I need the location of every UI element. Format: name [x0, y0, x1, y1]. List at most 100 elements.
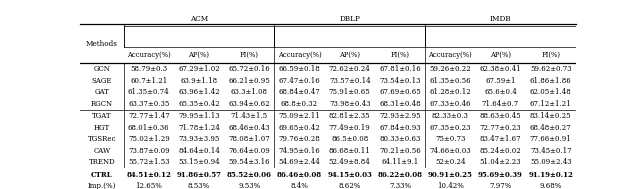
Text: 91.19±0.12: 91.19±0.12 [528, 171, 573, 179]
Text: 82.81±2.35: 82.81±2.35 [329, 112, 371, 120]
Text: 75.02±1.29: 75.02±1.29 [128, 135, 170, 143]
Text: 84.64±0.14: 84.64±0.14 [178, 147, 220, 155]
Text: 75.91±0.65: 75.91±0.65 [329, 88, 371, 96]
Text: 70.21±0.56: 70.21±0.56 [379, 147, 421, 155]
Text: 7.33%: 7.33% [389, 182, 411, 189]
Text: CAW: CAW [93, 147, 111, 155]
Text: 72.62±0.24: 72.62±0.24 [329, 65, 371, 73]
Text: 80.33±0.63: 80.33±0.63 [380, 135, 420, 143]
Text: 71.43±1.5: 71.43±1.5 [230, 112, 268, 120]
Text: 59.26±0.22: 59.26±0.22 [429, 65, 471, 73]
Text: 88.63±0.45: 88.63±0.45 [479, 112, 522, 120]
Text: 63.9±1.18: 63.9±1.18 [180, 77, 218, 85]
Text: 53.15±0.94: 53.15±0.94 [178, 158, 220, 166]
Text: 71.78±1.24: 71.78±1.24 [178, 124, 220, 132]
Text: 7.97%: 7.97% [490, 182, 511, 189]
Text: 68.31±0.48: 68.31±0.48 [379, 100, 421, 108]
Text: 60.7±1.21: 60.7±1.21 [130, 77, 168, 85]
Text: 61.35±0.74: 61.35±0.74 [128, 88, 170, 96]
Text: 8.4%: 8.4% [291, 182, 308, 189]
Text: CTRL: CTRL [91, 171, 113, 179]
Text: 10.42%: 10.42% [437, 182, 463, 189]
Text: 55.72±1.53: 55.72±1.53 [128, 158, 170, 166]
Text: Accuracy(%): Accuracy(%) [278, 51, 321, 59]
Text: 72.77±0.23: 72.77±0.23 [479, 124, 522, 132]
Text: 67.84±0.93: 67.84±0.93 [379, 124, 421, 132]
Text: 73.87±0.09: 73.87±0.09 [128, 147, 170, 155]
Text: Accuracy(%): Accuracy(%) [127, 51, 171, 59]
Text: 83.14±0.25: 83.14±0.25 [530, 112, 572, 120]
Text: 66.59±0.18: 66.59±0.18 [278, 65, 321, 73]
Text: Imp.(%): Imp.(%) [88, 182, 116, 189]
Text: 59.54±3.16: 59.54±3.16 [228, 158, 270, 166]
Text: 86.22±0.08: 86.22±0.08 [378, 171, 422, 179]
Text: 82.33±0.3: 82.33±0.3 [432, 112, 468, 120]
Text: 9.68%: 9.68% [540, 182, 562, 189]
Text: 65.35±0.42: 65.35±0.42 [178, 100, 220, 108]
Text: 74.66±0.03: 74.66±0.03 [429, 147, 471, 155]
Text: 58.79±0.3: 58.79±0.3 [130, 65, 167, 73]
Text: 65.6±0.4: 65.6±0.4 [484, 88, 517, 96]
Text: 95.69±0.39: 95.69±0.39 [478, 171, 523, 179]
Text: 85.24±0.02: 85.24±0.02 [479, 147, 522, 155]
Text: AP(%): AP(%) [189, 51, 209, 59]
Text: 73.45±0.17: 73.45±0.17 [530, 147, 572, 155]
Text: 8.53%: 8.53% [188, 182, 210, 189]
Text: 68.46±0.43: 68.46±0.43 [228, 124, 270, 132]
Text: 61.86±1.86: 61.86±1.86 [530, 77, 572, 85]
Text: AP(%): AP(%) [339, 51, 360, 59]
Text: IMDB: IMDB [490, 15, 511, 23]
Text: Accuracy(%): Accuracy(%) [428, 51, 472, 59]
Text: 63.3±1.08: 63.3±1.08 [231, 88, 268, 96]
Text: 68.48±0.27: 68.48±0.27 [530, 124, 572, 132]
Text: 75.09±2.11: 75.09±2.11 [278, 112, 321, 120]
Text: 65.72±0.16: 65.72±0.16 [228, 65, 270, 73]
Text: 86.68±0.11: 86.68±0.11 [329, 147, 371, 155]
Text: 64.11±9.1: 64.11±9.1 [381, 158, 419, 166]
Text: 63.94±0.62: 63.94±0.62 [228, 100, 270, 108]
Text: AP(%): AP(%) [490, 51, 511, 59]
Text: 51.04±2.23: 51.04±2.23 [479, 158, 522, 166]
Text: 67.33±0.46: 67.33±0.46 [429, 100, 471, 108]
Text: 67.12±1.21: 67.12±1.21 [530, 100, 572, 108]
Text: 67.69±0.65: 67.69±0.65 [379, 88, 421, 96]
Text: 77.49±0.19: 77.49±0.19 [329, 124, 371, 132]
Text: 79.95±1.13: 79.95±1.13 [178, 112, 220, 120]
Text: 73.57±0.14: 73.57±0.14 [329, 77, 371, 85]
Text: 59.62±0.73: 59.62±0.73 [530, 65, 572, 73]
Text: 73.54±0.13: 73.54±0.13 [380, 77, 420, 85]
Text: RGCN: RGCN [91, 100, 113, 108]
Text: 73.98±0.43: 73.98±0.43 [329, 100, 371, 108]
Text: 61.35±0.56: 61.35±0.56 [429, 77, 471, 85]
Text: 52±0.24: 52±0.24 [435, 158, 465, 166]
Text: 83.47±1.67: 83.47±1.67 [479, 135, 522, 143]
Text: 68.8±0.32: 68.8±0.32 [281, 100, 318, 108]
Text: FI(%): FI(%) [240, 51, 259, 59]
Text: 72.93±2.95: 72.93±2.95 [379, 112, 421, 120]
Text: FI(%): FI(%) [390, 51, 410, 59]
Text: 8.62%: 8.62% [339, 182, 361, 189]
Text: 73.93±3.95: 73.93±3.95 [179, 135, 220, 143]
Text: 61.28±0.12: 61.28±0.12 [429, 88, 471, 96]
Text: 67.47±0.16: 67.47±0.16 [278, 77, 321, 85]
Text: 94.15±0.03: 94.15±0.03 [328, 171, 372, 179]
Text: 71.64±0.7: 71.64±0.7 [482, 100, 519, 108]
Text: TREND: TREND [88, 158, 115, 166]
Text: Methods: Methods [86, 40, 118, 48]
Text: 63.37±0.35: 63.37±0.35 [128, 100, 170, 108]
Text: 77.66±0.91: 77.66±0.91 [530, 135, 572, 143]
Text: 86.46±0.08: 86.46±0.08 [277, 171, 322, 179]
Text: 75±0.73: 75±0.73 [435, 135, 465, 143]
Text: 9.53%: 9.53% [238, 182, 260, 189]
Text: 67.29±1.02: 67.29±1.02 [178, 65, 220, 73]
Text: 55.09±2.43: 55.09±2.43 [530, 158, 572, 166]
Text: 62.38±0.41: 62.38±0.41 [479, 65, 522, 73]
Text: 68.01±0.36: 68.01±0.36 [128, 124, 170, 132]
Text: HGT: HGT [93, 124, 110, 132]
Text: 63.96±1.42: 63.96±1.42 [178, 88, 220, 96]
Text: 85.52±0.06: 85.52±0.06 [227, 171, 272, 179]
Text: GAT: GAT [94, 88, 109, 96]
Text: 79.76±0.28: 79.76±0.28 [278, 135, 321, 143]
Text: 12.65%: 12.65% [135, 182, 162, 189]
Text: ACM: ACM [190, 15, 208, 23]
